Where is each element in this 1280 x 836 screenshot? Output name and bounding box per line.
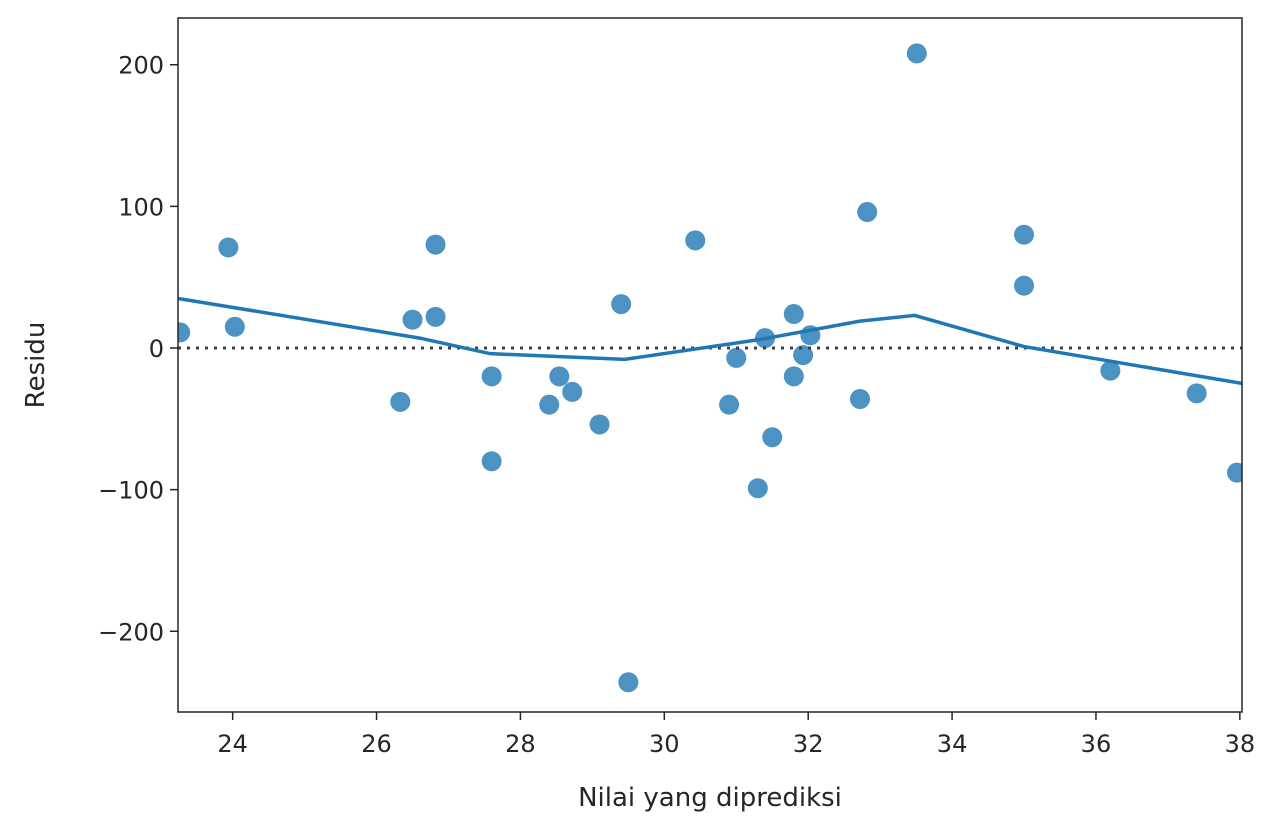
- y-axis-ticks: 200 100 0 −100 −200: [98, 52, 178, 646]
- x-tick-label-36: 36: [1081, 730, 1112, 758]
- data-point-26: [857, 202, 878, 223]
- data-point-21: [783, 304, 804, 325]
- axes-frame: [177, 17, 1243, 713]
- data-point-22: [783, 366, 804, 387]
- x-axis-label: Nilai yang diprediksi: [578, 783, 842, 813]
- data-point-28: [1014, 224, 1035, 245]
- y-tick-label-200: 200: [118, 52, 164, 80]
- x-tick-label-32: 32: [793, 730, 824, 758]
- x-tick-label-28: 28: [505, 730, 536, 758]
- data-point-23: [793, 345, 814, 366]
- data-point-2: [224, 316, 245, 337]
- y-tick-label--100: −100: [98, 477, 164, 505]
- y-tick-label-100: 100: [118, 193, 164, 221]
- data-point-14: [618, 672, 639, 693]
- x-axis-ticks: 24 26 28 30 32 34 36 38: [217, 712, 1255, 758]
- data-point-9: [539, 394, 560, 415]
- x-tick-label-24: 24: [217, 730, 248, 758]
- data-point-20: [762, 427, 783, 448]
- data-point-8: [481, 451, 502, 472]
- data-point-1: [218, 237, 239, 258]
- x-tick-label-34: 34: [937, 730, 968, 758]
- data-point-13: [611, 294, 632, 315]
- data-point-6: [425, 306, 446, 327]
- y-tick-label-0: 0: [149, 335, 164, 363]
- y-axis-label: Residu: [21, 322, 51, 409]
- x-tick-label-30: 30: [649, 730, 680, 758]
- plot-marks: [178, 43, 1242, 693]
- data-point-27: [906, 43, 927, 64]
- data-point-7: [481, 366, 502, 387]
- data-point-15: [685, 230, 706, 251]
- data-point-18: [747, 478, 768, 499]
- data-point-10: [549, 366, 570, 387]
- data-point-30: [1100, 360, 1121, 381]
- data-point-5: [425, 234, 446, 255]
- data-point-11: [562, 381, 583, 402]
- data-point-32: [1226, 462, 1242, 483]
- data-point-29: [1014, 275, 1035, 296]
- data-point-3: [390, 391, 411, 412]
- x-tick-label-38: 38: [1225, 730, 1256, 758]
- data-point-4: [402, 309, 423, 330]
- x-tick-label-26: 26: [361, 730, 392, 758]
- data-point-0: [178, 322, 191, 343]
- y-tick-label--200: −200: [98, 618, 164, 646]
- data-point-31: [1186, 383, 1207, 404]
- data-point-16: [719, 394, 740, 415]
- data-point-12: [589, 414, 610, 435]
- data-point-17: [726, 347, 747, 368]
- data-point-25: [849, 388, 870, 409]
- clipped-marks: [178, 43, 1242, 693]
- lowess-line: [178, 296, 1242, 386]
